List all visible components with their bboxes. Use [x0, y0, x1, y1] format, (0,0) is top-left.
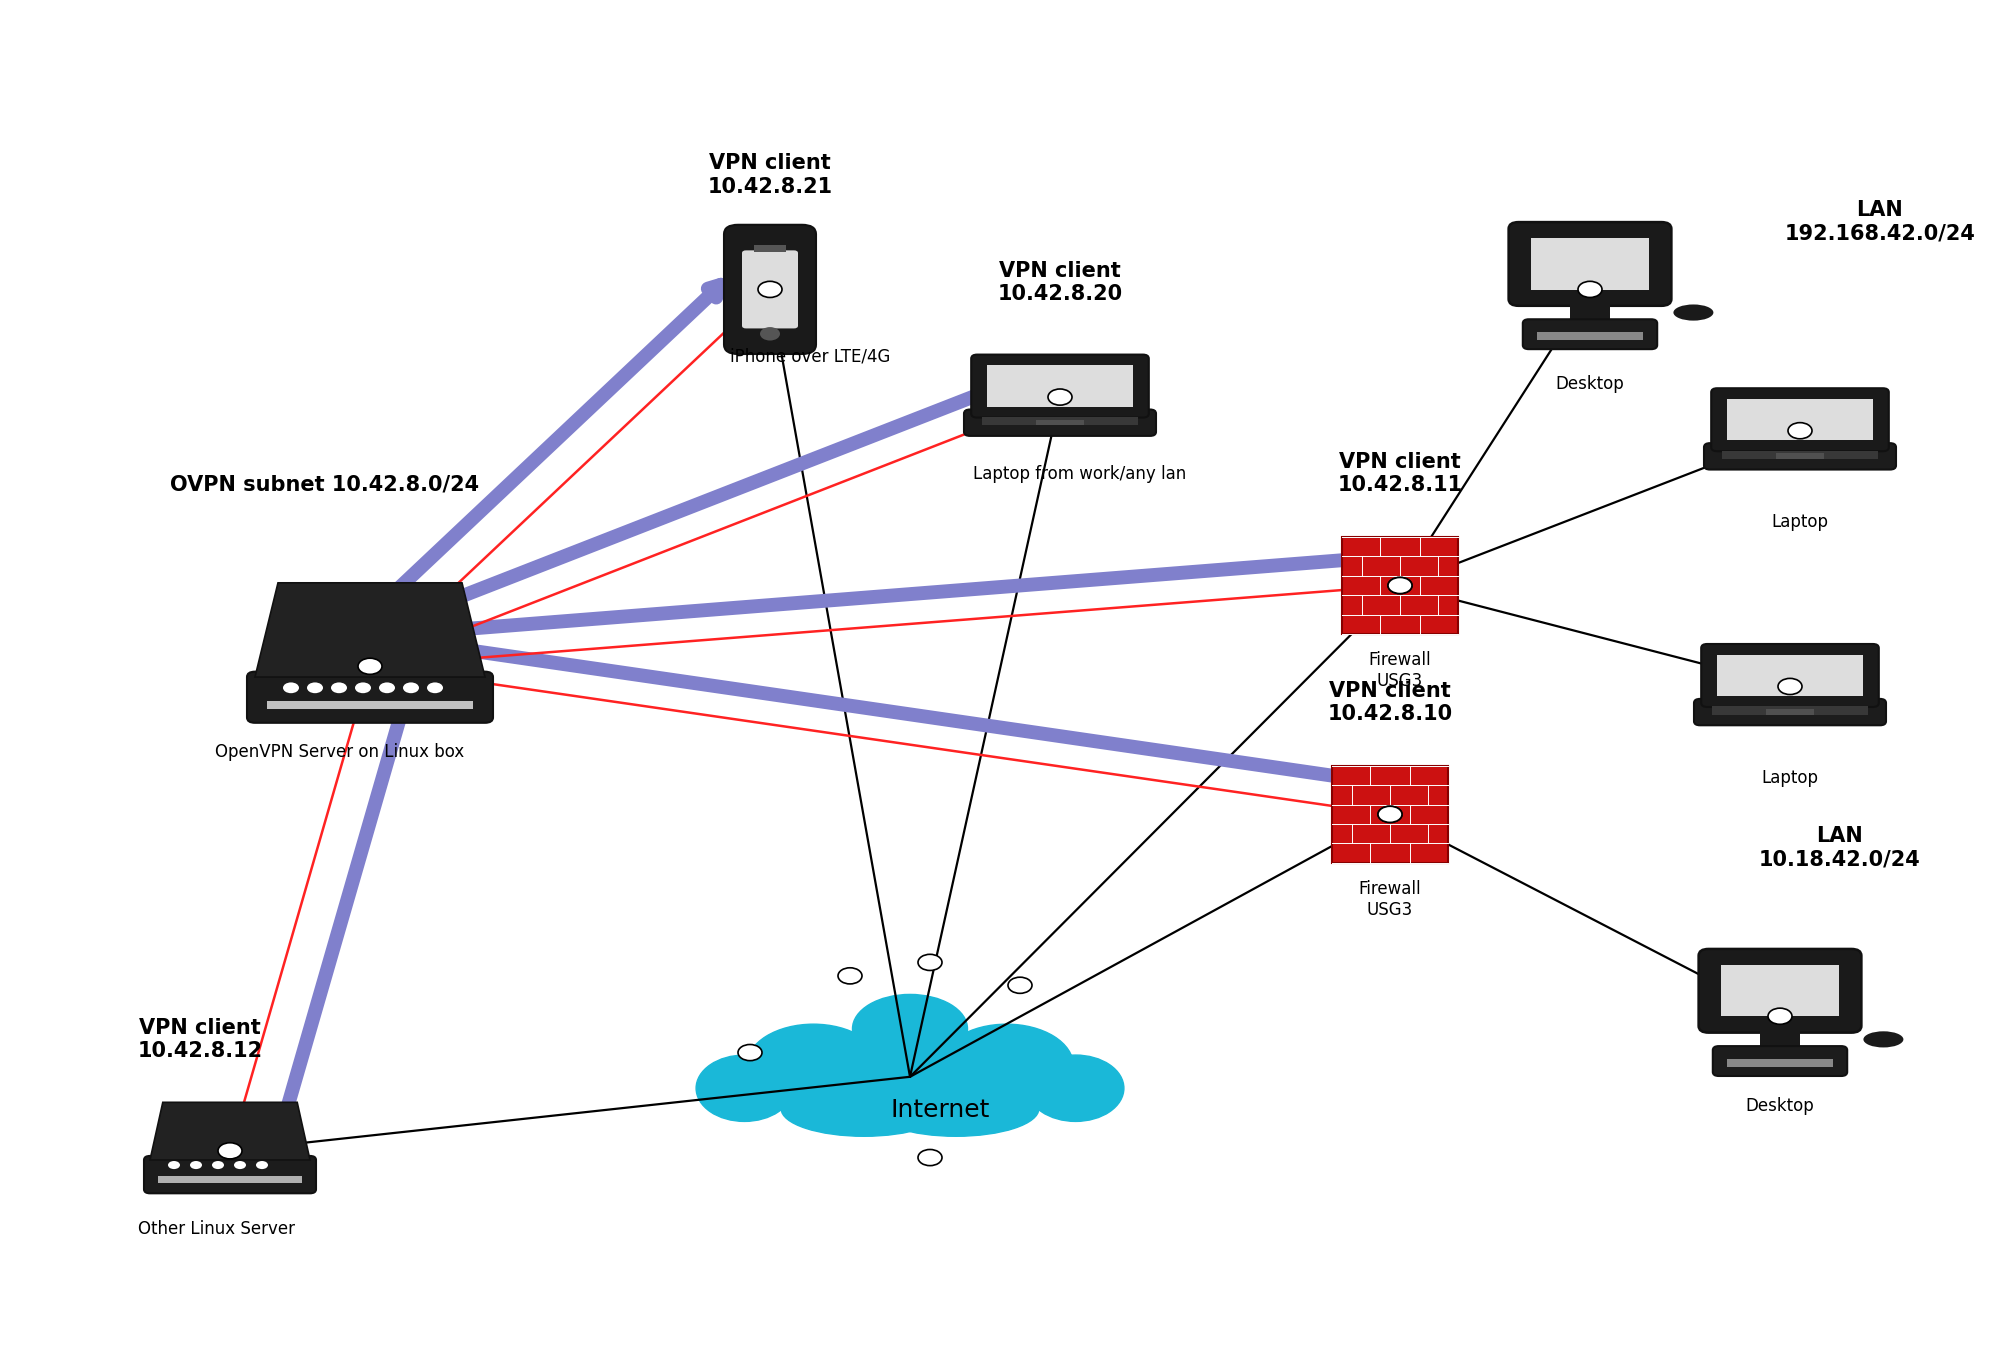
- Circle shape: [1788, 423, 1812, 439]
- Ellipse shape: [696, 1055, 792, 1121]
- Circle shape: [1578, 281, 1602, 297]
- Bar: [158, 1176, 302, 1183]
- Circle shape: [256, 1162, 268, 1170]
- Bar: [1766, 709, 1814, 715]
- Circle shape: [1768, 1008, 1792, 1024]
- Text: Firewall
USG3: Firewall USG3: [1368, 651, 1432, 689]
- Bar: [1712, 707, 1868, 715]
- Circle shape: [234, 1162, 246, 1170]
- Bar: [1036, 420, 1084, 425]
- Circle shape: [1378, 806, 1402, 822]
- Bar: [1728, 398, 1872, 440]
- Circle shape: [212, 1162, 224, 1170]
- Bar: [754, 245, 786, 252]
- Bar: [1536, 332, 1644, 339]
- Bar: [1760, 1023, 1800, 1050]
- Bar: [1570, 296, 1610, 323]
- Text: Desktop: Desktop: [1746, 1097, 1814, 1116]
- Ellipse shape: [1028, 1055, 1124, 1121]
- FancyBboxPatch shape: [1712, 388, 1888, 451]
- Text: VPN client
10.42.8.10: VPN client 10.42.8.10: [1328, 681, 1452, 724]
- FancyBboxPatch shape: [1522, 319, 1658, 349]
- Text: Other Linux Server: Other Linux Server: [138, 1219, 294, 1238]
- Bar: [988, 365, 1132, 406]
- Polygon shape: [150, 1102, 310, 1160]
- Circle shape: [218, 1143, 242, 1159]
- Text: Firewall
USG3: Firewall USG3: [1358, 880, 1422, 918]
- Ellipse shape: [940, 1024, 1074, 1106]
- Bar: [982, 417, 1138, 425]
- Ellipse shape: [1674, 304, 1714, 320]
- Circle shape: [1008, 977, 1032, 993]
- FancyBboxPatch shape: [1704, 443, 1896, 470]
- FancyBboxPatch shape: [964, 409, 1156, 436]
- Bar: [1332, 766, 1448, 863]
- FancyBboxPatch shape: [248, 672, 492, 723]
- Circle shape: [428, 682, 444, 693]
- Polygon shape: [256, 583, 484, 677]
- Bar: [1530, 238, 1650, 289]
- Text: OpenVPN Server on Linux box: OpenVPN Server on Linux box: [216, 743, 464, 760]
- Circle shape: [738, 1044, 762, 1061]
- Circle shape: [760, 327, 780, 341]
- Text: Laptop from work/any lan: Laptop from work/any lan: [974, 464, 1186, 483]
- Text: Desktop: Desktop: [1556, 374, 1624, 393]
- Circle shape: [758, 281, 782, 297]
- Ellipse shape: [852, 995, 968, 1063]
- Circle shape: [308, 682, 324, 693]
- Circle shape: [1378, 806, 1402, 822]
- Text: VPN client
10.42.8.21: VPN client 10.42.8.21: [708, 153, 832, 197]
- FancyBboxPatch shape: [1508, 222, 1672, 306]
- FancyBboxPatch shape: [144, 1156, 316, 1194]
- FancyBboxPatch shape: [1694, 699, 1886, 725]
- FancyBboxPatch shape: [1702, 643, 1878, 707]
- Text: iPhone over LTE/4G: iPhone over LTE/4G: [730, 347, 890, 366]
- Text: OVPN subnet 10.42.8.0/24: OVPN subnet 10.42.8.0/24: [170, 475, 480, 494]
- Circle shape: [918, 954, 942, 970]
- Circle shape: [330, 682, 348, 693]
- FancyBboxPatch shape: [972, 354, 1148, 417]
- Bar: [1720, 965, 1840, 1016]
- Text: VPN client
10.42.8.11: VPN client 10.42.8.11: [1338, 452, 1462, 495]
- Ellipse shape: [746, 1024, 880, 1106]
- FancyBboxPatch shape: [724, 225, 816, 354]
- Ellipse shape: [874, 1081, 1038, 1136]
- Bar: [1342, 537, 1458, 634]
- Text: LAN
192.168.42.0/24: LAN 192.168.42.0/24: [1784, 201, 1976, 244]
- Circle shape: [190, 1162, 202, 1170]
- Text: VPN client
10.42.8.20: VPN client 10.42.8.20: [998, 261, 1122, 304]
- FancyBboxPatch shape: [1698, 949, 1862, 1032]
- Circle shape: [918, 1149, 942, 1166]
- FancyBboxPatch shape: [742, 250, 798, 328]
- Text: LAN
10.18.42.0/24: LAN 10.18.42.0/24: [1760, 826, 1920, 870]
- Circle shape: [284, 682, 300, 693]
- Circle shape: [356, 682, 372, 693]
- Circle shape: [838, 968, 862, 984]
- Circle shape: [168, 1162, 180, 1170]
- Ellipse shape: [1864, 1031, 1904, 1047]
- Text: VPN client
10.42.8.12: VPN client 10.42.8.12: [138, 1018, 262, 1061]
- Circle shape: [1778, 678, 1802, 695]
- Ellipse shape: [796, 1031, 1024, 1123]
- Circle shape: [1048, 389, 1072, 405]
- Bar: [1718, 654, 1862, 696]
- Text: Internet: Internet: [890, 1098, 990, 1123]
- Text: Laptop: Laptop: [1762, 769, 1818, 787]
- Bar: [1726, 1059, 1834, 1066]
- Bar: [1722, 451, 1878, 459]
- Circle shape: [1388, 577, 1412, 594]
- Ellipse shape: [782, 1081, 946, 1136]
- Circle shape: [1388, 577, 1412, 594]
- Bar: [268, 701, 474, 709]
- FancyBboxPatch shape: [1712, 1046, 1848, 1075]
- Circle shape: [404, 682, 420, 693]
- Circle shape: [380, 682, 396, 693]
- Bar: [1776, 454, 1824, 459]
- Circle shape: [358, 658, 382, 674]
- Text: Laptop: Laptop: [1772, 513, 1828, 532]
